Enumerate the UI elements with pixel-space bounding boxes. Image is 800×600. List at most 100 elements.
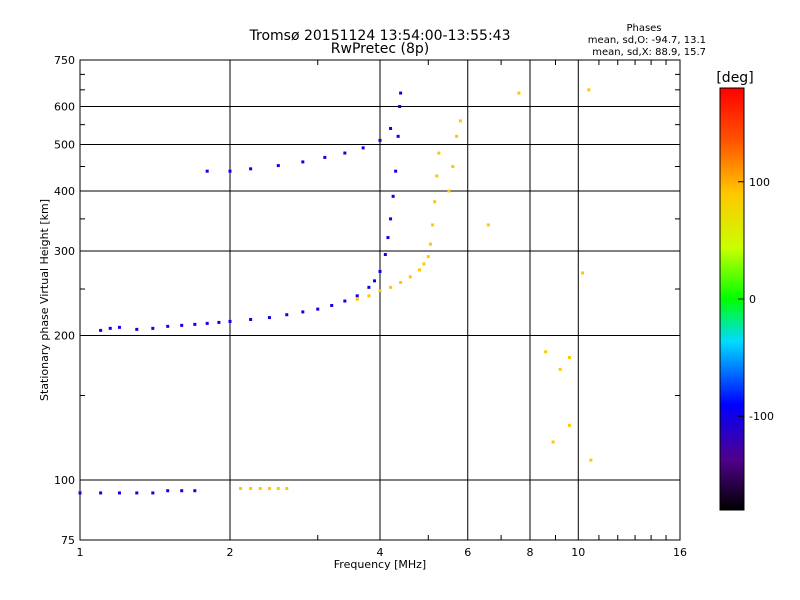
x-tick-label: 16 <box>673 546 687 559</box>
data-point <box>431 223 435 227</box>
y-tick-label: 400 <box>54 185 75 198</box>
y-tick-label: 75 <box>61 534 75 547</box>
data-point <box>276 164 280 168</box>
data-point <box>180 323 184 327</box>
data-point <box>267 487 271 491</box>
data-point <box>343 299 347 303</box>
data-point <box>378 269 382 273</box>
y-axis-label: Stationary phase Virtual Height [km] <box>38 199 51 401</box>
data-point <box>396 134 400 138</box>
data-point <box>267 316 271 320</box>
data-point <box>391 194 395 198</box>
data-point <box>285 487 289 491</box>
data-point <box>386 236 390 240</box>
data-point <box>389 126 393 130</box>
x-axis-label: Frequency [MHz] <box>334 558 426 571</box>
data-point <box>558 367 562 371</box>
y-tick-label: 500 <box>54 139 75 152</box>
data-point <box>581 271 585 275</box>
data-point <box>355 297 359 301</box>
data-point <box>117 325 121 329</box>
data-point <box>428 242 432 246</box>
data-point <box>193 322 197 326</box>
data-point <box>239 487 243 491</box>
data-point <box>378 289 382 293</box>
data-point <box>373 279 377 283</box>
data-point <box>217 320 221 324</box>
data-point <box>343 151 347 155</box>
data-point <box>398 105 402 109</box>
data-point <box>389 217 393 221</box>
data-point <box>389 285 393 289</box>
data-point <box>367 294 371 298</box>
data-point <box>451 164 455 168</box>
data-point <box>399 280 403 284</box>
y-tick-label: 750 <box>54 54 75 67</box>
chart-subtitle: RwPretec (8p) <box>331 41 429 57</box>
colorbar-tick-label: 0 <box>749 293 756 306</box>
data-point <box>193 489 197 493</box>
colorbar-tick-label: 100 <box>749 176 770 189</box>
x-tick-label: 1 <box>77 546 84 559</box>
data-point <box>567 423 571 427</box>
data-point <box>417 268 421 272</box>
data-point <box>455 134 459 138</box>
data-point <box>447 189 451 193</box>
chart-title: Tromsø 20151124 13:54:00-13:55:43 <box>249 28 511 44</box>
data-point <box>426 255 430 259</box>
data-point <box>517 91 521 95</box>
data-point <box>383 253 387 257</box>
data-point <box>301 310 305 314</box>
data-point <box>589 458 593 462</box>
data-point <box>301 160 305 164</box>
y-tick-label: 600 <box>54 101 75 114</box>
data-point <box>422 262 426 266</box>
data-point <box>135 327 139 331</box>
colorbar-label: [deg] <box>716 70 753 86</box>
data-point <box>361 146 365 150</box>
data-point <box>316 307 320 311</box>
data-point <box>437 151 441 155</box>
phase-x-note: mean, sd,X: 88.9, 15.7 <box>592 47 706 58</box>
data-point <box>285 313 289 317</box>
data-point <box>378 138 382 142</box>
data-point <box>166 324 170 328</box>
y-tick-label: 200 <box>54 330 75 343</box>
data-point <box>486 223 490 227</box>
data-point <box>433 200 437 204</box>
data-point <box>408 275 412 279</box>
data-point <box>135 491 139 495</box>
data-point <box>551 440 555 444</box>
data-point <box>276 487 280 491</box>
data-point <box>205 169 209 173</box>
data-point <box>166 489 170 493</box>
data-point <box>567 355 571 359</box>
x-tick-label: 8 <box>527 546 534 559</box>
phase-o-note: mean, sd,O: -94.7, 13.1 <box>588 35 706 46</box>
data-point <box>249 317 253 321</box>
x-tick-label: 10 <box>571 546 585 559</box>
data-point <box>435 174 439 178</box>
data-point <box>258 487 262 491</box>
y-tick-label: 300 <box>54 245 75 258</box>
data-point <box>399 91 403 95</box>
data-point <box>99 328 103 332</box>
data-point <box>249 167 253 171</box>
x-tick-label: 6 <box>464 546 471 559</box>
data-point <box>330 303 334 307</box>
data-point <box>108 326 112 330</box>
data-point <box>458 119 462 123</box>
data-point <box>117 491 121 495</box>
data-point <box>544 350 548 354</box>
x-tick-label: 4 <box>377 546 384 559</box>
data-point <box>99 491 103 495</box>
colorbar-tick-label: -100 <box>749 410 774 423</box>
data-point <box>180 489 184 493</box>
data-point <box>151 491 155 495</box>
data-point <box>151 326 155 330</box>
x-tick-label: 2 <box>227 546 234 559</box>
phases-heading: Phases <box>626 23 661 34</box>
data-point <box>228 169 232 173</box>
y-tick-label: 100 <box>54 474 75 487</box>
data-point <box>228 319 232 323</box>
